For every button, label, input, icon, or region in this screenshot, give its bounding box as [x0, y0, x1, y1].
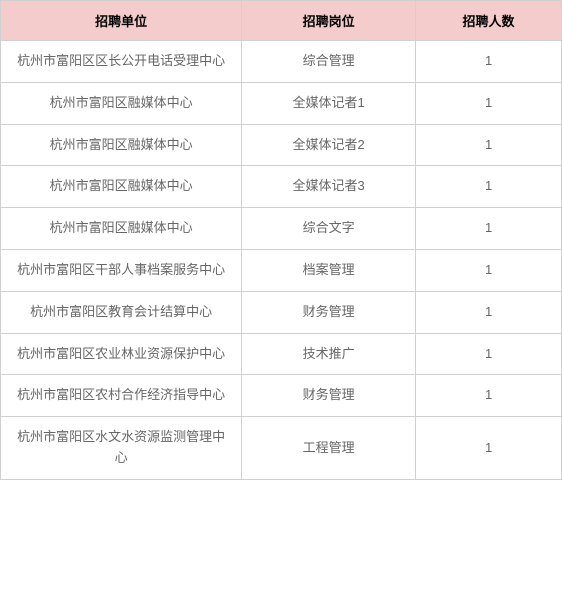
cell-position: 工程管理	[242, 417, 416, 480]
cell-position: 综合管理	[242, 41, 416, 83]
cell-count: 1	[416, 417, 562, 480]
table-row: 杭州市富阳区融媒体中心 综合文字 1	[1, 208, 562, 250]
table-row: 杭州市富阳区融媒体中心 全媒体记者2 1	[1, 124, 562, 166]
cell-position: 全媒体记者1	[242, 82, 416, 124]
cell-org: 杭州市富阳区干部人事档案服务中心	[1, 249, 242, 291]
cell-count: 1	[416, 124, 562, 166]
table-row: 杭州市富阳区融媒体中心 全媒体记者3 1	[1, 166, 562, 208]
cell-org: 杭州市富阳区融媒体中心	[1, 82, 242, 124]
cell-position: 财务管理	[242, 375, 416, 417]
cell-position: 全媒体记者2	[242, 124, 416, 166]
table-body: 杭州市富阳区区长公开电话受理中心 综合管理 1 杭州市富阳区融媒体中心 全媒体记…	[1, 41, 562, 480]
cell-org: 杭州市富阳区区长公开电话受理中心	[1, 41, 242, 83]
cell-position: 技术推广	[242, 333, 416, 375]
header-count: 招聘人数	[416, 1, 562, 41]
cell-org: 杭州市富阳区水文水资源监测管理中心	[1, 417, 242, 480]
cell-count: 1	[416, 375, 562, 417]
header-position: 招聘岗位	[242, 1, 416, 41]
cell-org: 杭州市富阳区教育会计结算中心	[1, 291, 242, 333]
header-org: 招聘单位	[1, 1, 242, 41]
table-row: 杭州市富阳区区长公开电话受理中心 综合管理 1	[1, 41, 562, 83]
cell-org: 杭州市富阳区农业林业资源保护中心	[1, 333, 242, 375]
cell-count: 1	[416, 333, 562, 375]
cell-count: 1	[416, 291, 562, 333]
cell-count: 1	[416, 82, 562, 124]
cell-position: 财务管理	[242, 291, 416, 333]
cell-org: 杭州市富阳区农村合作经济指导中心	[1, 375, 242, 417]
table-header-row: 招聘单位 招聘岗位 招聘人数	[1, 1, 562, 41]
cell-count: 1	[416, 166, 562, 208]
cell-org: 杭州市富阳区融媒体中心	[1, 208, 242, 250]
table-row: 杭州市富阳区农业林业资源保护中心 技术推广 1	[1, 333, 562, 375]
cell-org: 杭州市富阳区融媒体中心	[1, 166, 242, 208]
cell-position: 档案管理	[242, 249, 416, 291]
table-row: 杭州市富阳区水文水资源监测管理中心 工程管理 1	[1, 417, 562, 480]
cell-org: 杭州市富阳区融媒体中心	[1, 124, 242, 166]
recruitment-table: 招聘单位 招聘岗位 招聘人数 杭州市富阳区区长公开电话受理中心 综合管理 1 杭…	[0, 0, 562, 480]
cell-position: 综合文字	[242, 208, 416, 250]
cell-count: 1	[416, 41, 562, 83]
table-row: 杭州市富阳区干部人事档案服务中心 档案管理 1	[1, 249, 562, 291]
table-row: 杭州市富阳区融媒体中心 全媒体记者1 1	[1, 82, 562, 124]
cell-count: 1	[416, 208, 562, 250]
table-row: 杭州市富阳区农村合作经济指导中心 财务管理 1	[1, 375, 562, 417]
cell-count: 1	[416, 249, 562, 291]
cell-position: 全媒体记者3	[242, 166, 416, 208]
table-row: 杭州市富阳区教育会计结算中心 财务管理 1	[1, 291, 562, 333]
